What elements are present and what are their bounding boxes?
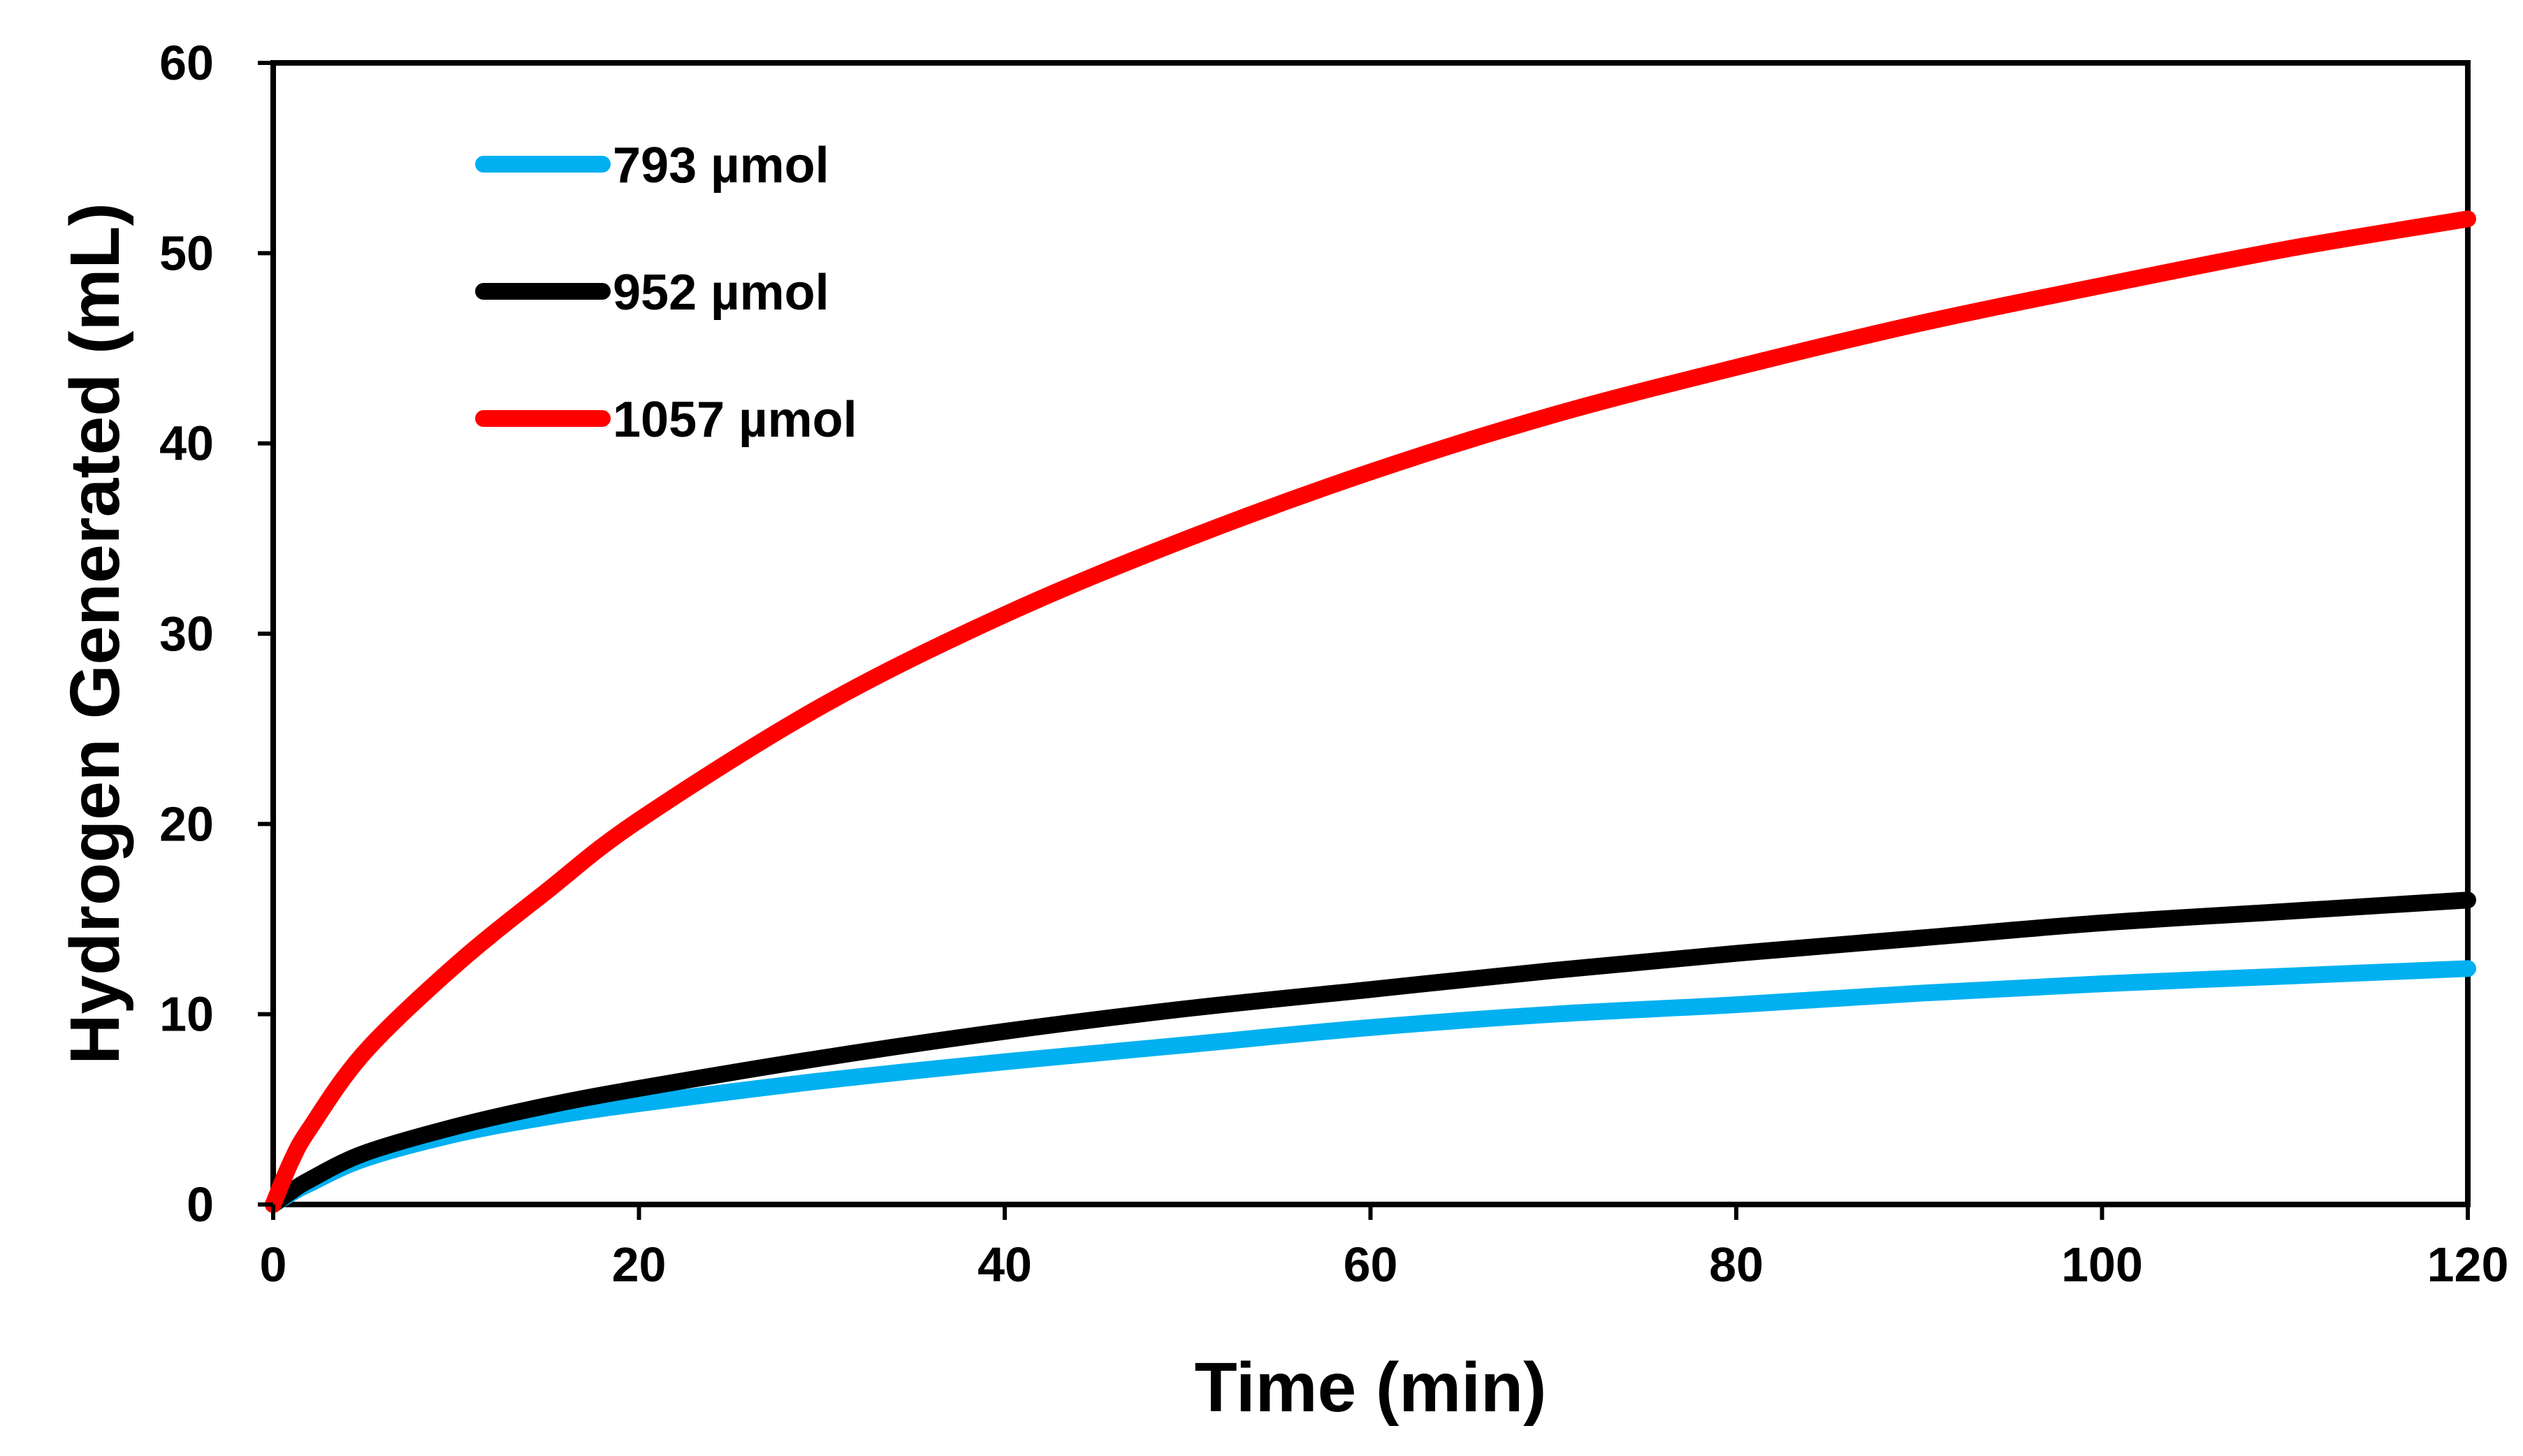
y-tick-label: 10 <box>159 987 214 1042</box>
y-tick-label: 40 <box>159 416 214 471</box>
x-tick-label: 120 <box>2427 1237 2509 1292</box>
y-tick-label: 20 <box>159 796 214 851</box>
legend-label-1: 793 µmol <box>613 138 829 194</box>
x-axis-title: Time (min) <box>1195 1348 1547 1427</box>
legend-label-2: 952 µmol <box>613 265 829 321</box>
y-tick-label: 60 <box>159 36 214 90</box>
x-tick-label: 80 <box>1709 1237 1764 1292</box>
series-layer <box>265 210 2476 1213</box>
series-line-3 <box>265 210 2476 1213</box>
y-axis-title: Hydrogen Generated (mL) <box>56 203 134 1065</box>
y-tick-label: 30 <box>159 606 214 661</box>
x-tick-label: 20 <box>612 1237 667 1292</box>
x-tick-label: 60 <box>1344 1237 1398 1292</box>
y-tick-label: 0 <box>187 1177 214 1232</box>
series-line-2 <box>265 891 2476 1213</box>
legend: 793 µmol 952 µmol 1057 µmol <box>475 138 857 448</box>
x-tick-label: 0 <box>260 1237 287 1292</box>
tick-layer: 0 20 40 60 80 100 120 0 10 20 30 40 50 60 <box>159 36 2508 1292</box>
x-tick-label: 100 <box>2061 1237 2143 1292</box>
x-tick-label: 40 <box>977 1237 1032 1292</box>
y-tick-label: 50 <box>159 226 214 280</box>
legend-label-3: 1057 µmol <box>613 392 857 448</box>
